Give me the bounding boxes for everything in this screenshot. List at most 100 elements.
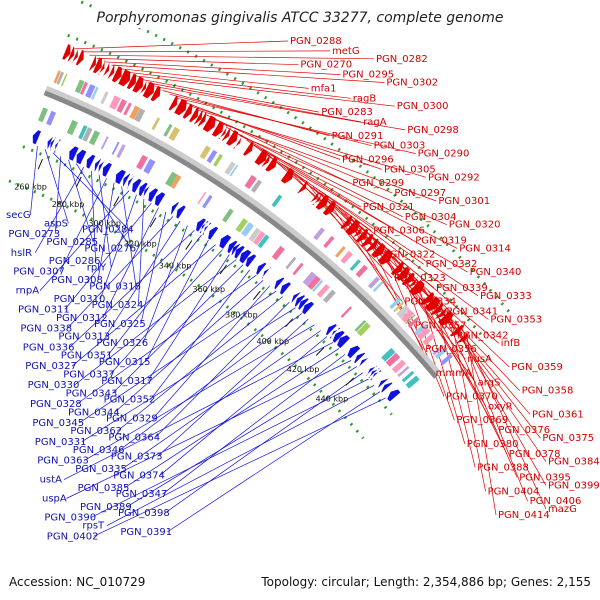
reverse-gene-18 [171, 202, 179, 215]
reverse-gene-label: rnpA [16, 286, 40, 297]
reverse-gene-label: uspA [42, 494, 67, 505]
forward-gene-label: PGN_0282 [376, 54, 428, 65]
reverse-gene-label: secG [6, 210, 31, 221]
forward-gene-42 [361, 233, 374, 247]
forward-leader-14 [176, 97, 416, 154]
reverse-gene-label: PGN_0362 [70, 426, 122, 437]
reverse-leader-39 [83, 324, 315, 462]
forward-gene-20 [194, 110, 203, 125]
reverse-gene-label: PGN_0337 [63, 370, 115, 381]
reverse-gene-label: PGN_0313 [58, 332, 110, 343]
tick-label: 340 kbp [159, 262, 192, 271]
forward-gene-label: PGN_0339 [436, 283, 488, 294]
forward-gene-label: PGN_0302 [386, 78, 438, 89]
forward-leader-23 [239, 135, 447, 226]
forward-leader-25 [253, 144, 414, 241]
forward-gene-label: PGN_0399 [548, 480, 600, 491]
forward-leader-0 [74, 40, 289, 50]
forward-gene-2 [71, 48, 79, 64]
cog-block-0-2 [61, 73, 68, 87]
cog-block-1-20 [257, 234, 270, 249]
forward-leader-1 [81, 50, 331, 53]
forward-leader-28 [273, 158, 424, 265]
tick-mark-8 [315, 347, 325, 356]
map-title: Porphyromonas gingivalis ATCC 33277, com… [97, 10, 504, 26]
forward-gene-11 [126, 73, 137, 90]
forward-leader-16 [190, 105, 383, 170]
forward-gene-44 [371, 243, 386, 258]
tick-mark-7 [285, 318, 294, 328]
reverse-gene-label: PGN_0331 [35, 437, 87, 448]
reverse-gene-label: PGN_0391 [120, 527, 172, 538]
reverse-leader-50 [167, 391, 381, 533]
reverse-gene-label: PGN_0347 [116, 489, 168, 500]
forward-gene-16 [168, 95, 178, 111]
forward-leader-11 [155, 86, 406, 131]
forward-gene-label: PGN_0314 [459, 243, 511, 254]
forward-gene-label: PGN_0378 [509, 449, 561, 460]
cog-block-0-10 [123, 102, 132, 116]
forward-gene-54 [435, 307, 448, 319]
forward-gene-label: PGN_0356 [425, 344, 477, 355]
cog-block-1-33 [385, 352, 401, 367]
reverse-gene-17 [154, 192, 166, 207]
forward-gene-label: PGN_0358 [522, 386, 574, 397]
forward-gene-label: PGN_0376 [498, 425, 550, 436]
reverse-leader-48 [91, 378, 369, 518]
reverse-gene-label: PGN_0346 [73, 445, 125, 456]
reverse-leader-24 [71, 244, 216, 367]
reverse-gene-label: PGN_0328 [30, 399, 82, 410]
forward-leader-15 [183, 101, 341, 160]
cog-block-0-39 [417, 327, 431, 340]
reverse-gene-15 [143, 185, 151, 198]
reverse-gene-8 [98, 160, 105, 174]
cog-block-0-9 [116, 99, 127, 113]
tick-label: 280 kbp [52, 200, 85, 209]
forward-gene-28 [243, 141, 254, 156]
reverse-leader-4 [68, 159, 94, 243]
forward-gene-17 [174, 98, 187, 116]
reverse-leader-5 [75, 163, 132, 249]
reverse-gene-16 [148, 188, 159, 202]
forward-gene-label: PGN_0291 [332, 131, 384, 142]
forward-gene-41 [355, 228, 369, 243]
reverse-leader-42 [63, 342, 334, 480]
reverse-gene-label: PGN_0308 [51, 275, 103, 286]
reverse-gene-label: PGN_0325 [94, 319, 146, 330]
reverse-gene-49 [381, 382, 393, 393]
reverse-gene-26 [231, 243, 241, 256]
reverse-gene-4 [69, 146, 79, 161]
reverse-gene-label: rplY [87, 262, 107, 273]
cog-block-1-16 [235, 218, 248, 233]
reverse-leader-6 [34, 166, 85, 253]
cog-block-1-3 [78, 125, 88, 140]
reverse-strand-genes [32, 130, 401, 402]
backbone-shadow [44, 85, 442, 379]
cog-block-0-43 [440, 353, 453, 366]
cog-block-0-28 [349, 259, 361, 271]
cog-block-1-15 [222, 208, 234, 223]
forward-gene-1 [67, 46, 75, 62]
cog-block-0-33 [393, 301, 405, 313]
cog-color-track [38, 70, 453, 389]
forward-gene-label: PGN_0340 [470, 267, 522, 278]
forward-gene-35 [312, 192, 323, 206]
forward-gene-33 [297, 180, 308, 194]
reverse-leader-33 [79, 290, 277, 424]
reverse-gene-label: PGN_0363 [37, 456, 89, 467]
reverse-leader-21 [69, 230, 195, 348]
cog-block-1-8 [116, 144, 126, 159]
forward-gene-label: PGN_0321 [363, 202, 415, 213]
forward-gene-52 [424, 296, 441, 312]
forward-leader-6 [118, 68, 309, 89]
footer-backdrop [0, 570, 600, 600]
forward-leader-22 [232, 130, 403, 218]
reverse-gene-25 [227, 240, 238, 254]
reverse-gene-label: PGN_0276 [84, 244, 136, 255]
forward-gene-label: PGN_0359 [511, 362, 563, 373]
forward-leader-59 [460, 326, 547, 510]
cog-block-0-34 [396, 304, 411, 319]
forward-gene-label: PGN_0303 [374, 141, 426, 152]
cog-block-1-21 [271, 245, 285, 261]
forward-leader-35 [319, 192, 489, 320]
